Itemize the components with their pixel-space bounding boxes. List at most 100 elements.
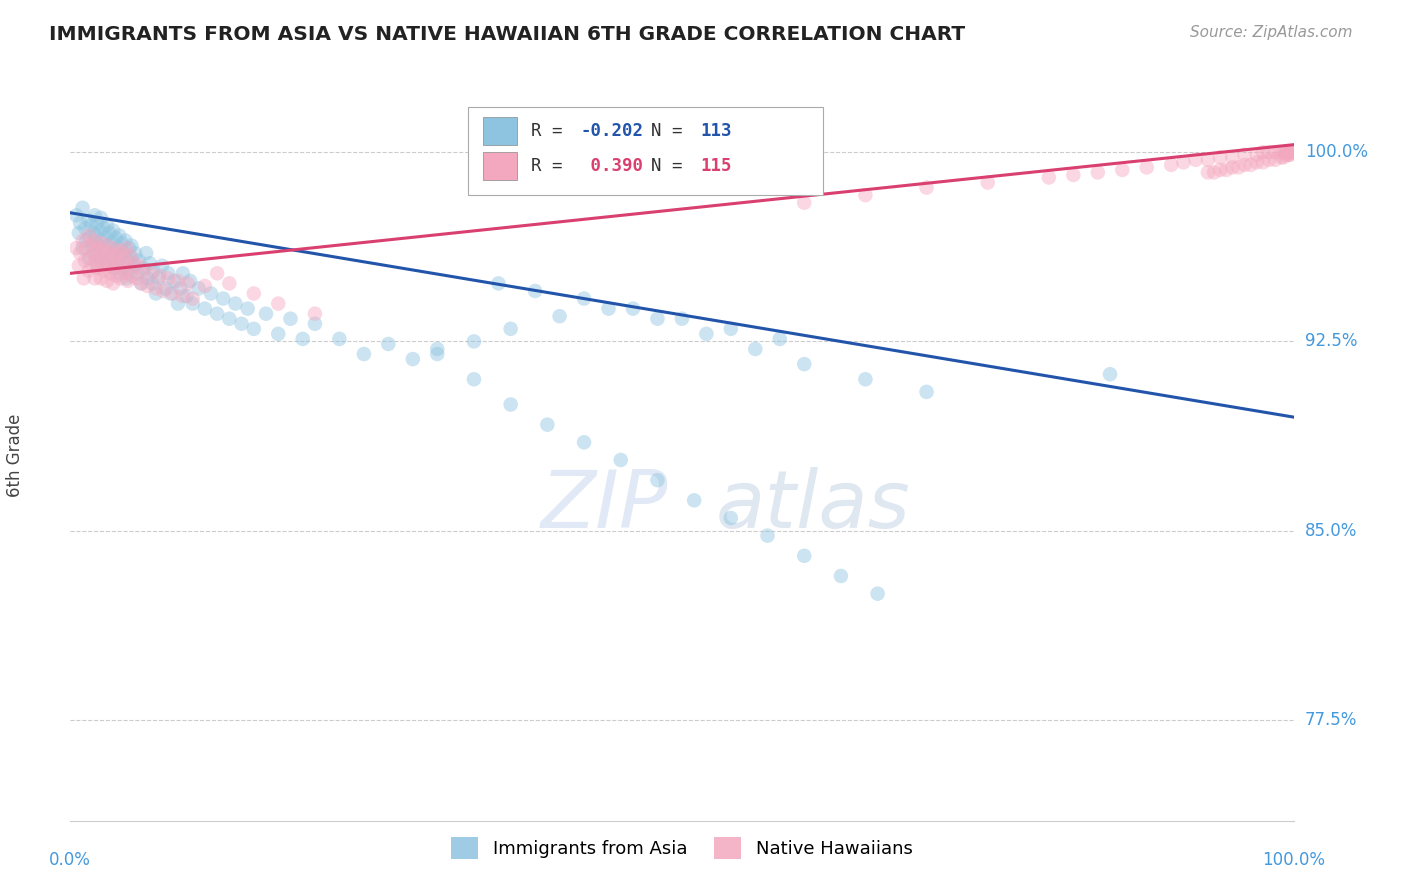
Point <box>159 286 181 301</box>
Point <box>96 274 118 288</box>
Point <box>548 309 571 323</box>
Point <box>157 266 180 280</box>
Point <box>73 271 96 285</box>
Point <box>1197 153 1219 167</box>
Point <box>621 301 644 316</box>
Text: 77.5%: 77.5% <box>1305 711 1357 729</box>
Point <box>1233 148 1256 162</box>
Point <box>157 271 180 285</box>
Point <box>1220 161 1243 175</box>
Point <box>110 249 132 263</box>
Point <box>1209 150 1232 164</box>
Point <box>86 216 108 230</box>
Point <box>267 326 290 341</box>
Point <box>91 244 114 258</box>
Point <box>128 253 150 268</box>
Point <box>1281 145 1303 160</box>
Point <box>139 256 162 270</box>
Point <box>82 238 104 252</box>
Point <box>756 528 779 542</box>
Point <box>80 238 103 252</box>
Point <box>65 241 87 255</box>
Text: 115: 115 <box>700 157 731 175</box>
Point <box>67 226 90 240</box>
Point <box>77 251 100 265</box>
Point <box>111 259 134 273</box>
Point <box>142 264 165 278</box>
Point <box>108 244 131 258</box>
Text: IMMIGRANTS FROM ASIA VS NATIVE HAWAIIAN 6TH GRADE CORRELATION CHART: IMMIGRANTS FROM ASIA VS NATIVE HAWAIIAN … <box>49 25 966 44</box>
Point <box>1136 161 1159 175</box>
Point <box>1173 155 1195 169</box>
Point <box>79 251 101 265</box>
Point <box>111 246 134 260</box>
Point <box>426 347 449 361</box>
Point <box>105 268 128 283</box>
Point <box>1246 155 1268 169</box>
Point <box>212 292 235 306</box>
Point <box>683 493 706 508</box>
Point <box>402 352 425 367</box>
Point <box>179 274 201 288</box>
Point <box>1275 148 1298 162</box>
Point <box>1279 145 1302 160</box>
Point <box>793 357 815 371</box>
Point <box>150 259 173 273</box>
Point <box>304 317 326 331</box>
Point <box>86 241 108 255</box>
Point <box>243 286 266 301</box>
Point <box>135 246 157 260</box>
Point <box>91 221 114 235</box>
Point <box>1270 145 1292 160</box>
Point <box>218 277 240 291</box>
FancyBboxPatch shape <box>482 153 517 180</box>
Point <box>194 279 217 293</box>
Text: 92.5%: 92.5% <box>1305 333 1357 351</box>
Point <box>124 246 146 260</box>
Point <box>90 251 112 265</box>
Point <box>101 277 124 291</box>
Point <box>120 266 142 280</box>
Point <box>93 264 115 278</box>
Point <box>77 213 100 227</box>
Point <box>163 274 186 288</box>
Point <box>1264 153 1286 167</box>
Point <box>1099 368 1122 382</box>
Point <box>200 286 222 301</box>
Point <box>1062 168 1084 182</box>
Point <box>132 264 155 278</box>
Text: 100.0%: 100.0% <box>1305 144 1368 161</box>
Point <box>1279 145 1302 160</box>
Point <box>1272 150 1295 164</box>
Point <box>1258 145 1281 160</box>
Point <box>488 277 510 291</box>
Point <box>855 188 877 202</box>
Point <box>141 277 163 291</box>
Point <box>915 384 938 399</box>
Point <box>176 289 198 303</box>
Point <box>145 286 167 301</box>
Point <box>524 284 547 298</box>
Point <box>93 246 115 260</box>
Point <box>139 266 162 280</box>
Point <box>610 453 633 467</box>
Point <box>1278 148 1301 162</box>
Legend: Immigrants from Asia, Native Hawaiians: Immigrants from Asia, Native Hawaiians <box>444 830 920 866</box>
Point <box>101 241 124 255</box>
Point <box>1202 165 1225 179</box>
Point <box>1111 162 1133 177</box>
Text: ZIP: ZIP <box>541 467 669 545</box>
Point <box>94 251 117 265</box>
Point <box>536 417 558 432</box>
Point <box>1251 145 1274 160</box>
Text: N =: N = <box>651 157 693 175</box>
Point <box>79 231 101 245</box>
Point <box>72 234 94 248</box>
Text: Source: ZipAtlas.com: Source: ZipAtlas.com <box>1189 25 1353 40</box>
Point <box>82 259 104 273</box>
Point <box>793 549 815 563</box>
Point <box>671 311 693 326</box>
Point <box>426 342 449 356</box>
Point <box>304 307 326 321</box>
Point <box>90 235 112 250</box>
